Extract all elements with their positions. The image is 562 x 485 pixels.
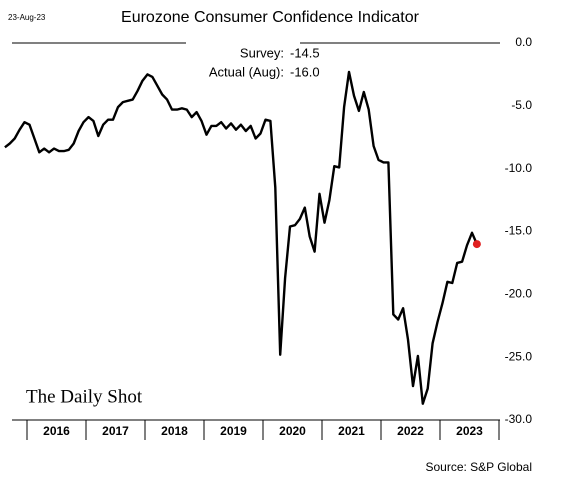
x-tick-label: 2016 — [43, 424, 70, 438]
chart-title: Eurozone Consumer Confidence Indicator — [121, 9, 420, 26]
y-tick-label: -10.0 — [505, 161, 533, 175]
annotation-label: Actual (Aug): — [209, 64, 284, 79]
x-tick-label: 2018 — [161, 424, 188, 438]
y-tick-label: 0.0 — [515, 35, 532, 49]
x-tick-label: 2022 — [397, 424, 424, 438]
y-tick-label: -15.0 — [505, 224, 533, 238]
y-tick-label: -25.0 — [505, 349, 533, 363]
x-tick-label: 2023 — [456, 424, 483, 438]
logo: The Daily Shot — [26, 386, 143, 407]
x-tick-label: 2019 — [220, 424, 247, 438]
latest-point — [472, 240, 481, 249]
date: 23-Aug-23 — [8, 13, 46, 22]
y-tick-label: -30.0 — [505, 412, 533, 426]
x-tick-label: 2020 — [279, 424, 306, 438]
annotation-value: -14.5 — [290, 45, 320, 60]
annotation-value: -16.0 — [290, 64, 320, 79]
y-tick-label: -20.0 — [505, 287, 533, 301]
annotation-label: Survey: — [240, 45, 284, 60]
x-tick-label: 2021 — [338, 424, 365, 438]
x-tick-label: 2017 — [102, 424, 129, 438]
y-tick-label: -5.0 — [511, 98, 532, 112]
series-line — [4, 70, 479, 405]
source: Source: S&P Global — [425, 460, 532, 474]
